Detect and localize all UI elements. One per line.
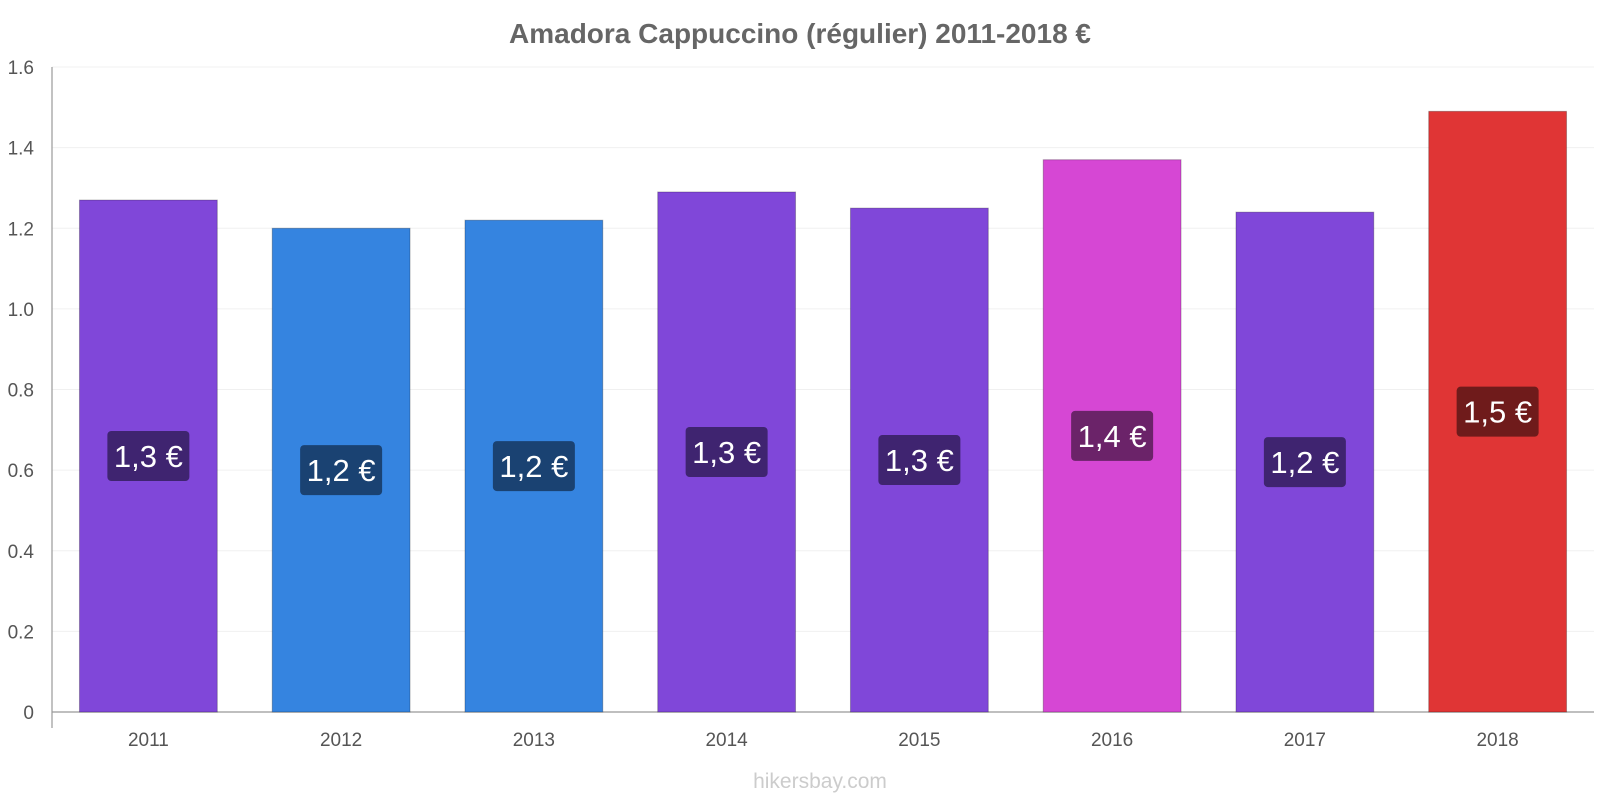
y-tick-label: 0.8 <box>8 381 34 402</box>
data-label-box <box>685 426 768 477</box>
y-tick-label: 1.6 <box>8 58 34 79</box>
data-labels: 1,3 € 1,2 € 1,2 € 1,3 € 1,3 € 1,4 € 1,2 € 1,5 € <box>107 386 1539 496</box>
x-tick-label: 2017 <box>1284 730 1326 751</box>
data-label: 1,3 € <box>692 435 761 470</box>
data-label-box <box>1456 386 1539 437</box>
data-label-box <box>107 431 190 482</box>
x-tick-label: 2011 <box>128 730 169 751</box>
chart-title: Amadora Cappuccino (régulier) 2011-2018 … <box>509 18 1091 49</box>
y-tick-label: 0.2 <box>8 622 34 643</box>
data-label: 1,3 € <box>114 439 183 474</box>
data-label: 1,2 € <box>499 449 568 484</box>
data-label-box <box>878 435 961 486</box>
data-label-box <box>492 441 575 492</box>
bars <box>78 110 1568 713</box>
data-label-box <box>1071 410 1154 461</box>
x-tick-label: 2013 <box>513 730 555 751</box>
x-tick-label: 2015 <box>898 730 940 751</box>
y-tick-label: 1.2 <box>8 219 34 240</box>
data-label-box <box>300 445 383 496</box>
y-tick-label: 1.0 <box>8 300 34 321</box>
data-label: 1,5 € <box>1463 395 1532 430</box>
x-tick-label: 2012 <box>320 730 362 751</box>
x-tick-label: 2014 <box>705 730 748 751</box>
tick-labels: 0 0.2 0.4 0.6 0.8 1.0 1.2 1.4 1.6 2011 2012 2013 201… <box>8 58 1519 751</box>
y-tick-label: 0.4 <box>8 542 35 563</box>
data-label: 1,4 € <box>1078 419 1147 454</box>
x-tick-label: 2016 <box>1091 730 1133 751</box>
data-label: 1,2 € <box>307 453 376 488</box>
credit-text: hikersbay.com <box>753 770 887 793</box>
x-tick-label: 2018 <box>1476 730 1518 751</box>
data-label: 1,2 € <box>1270 445 1339 480</box>
data-label-box <box>1263 437 1346 488</box>
data-label: 1,3 € <box>885 443 954 478</box>
y-tick-label: 0.6 <box>8 461 34 482</box>
y-tick-label: 0 <box>23 703 34 724</box>
y-tick-label: 1.4 <box>8 139 35 160</box>
